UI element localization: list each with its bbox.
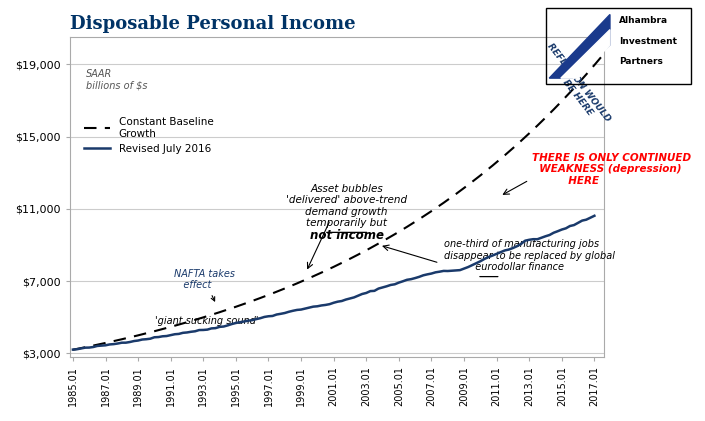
- Text: NAFTA takes
   effect: NAFTA takes effect: [174, 269, 235, 301]
- Text: THERE IS ONLY CONTINUED
  WEAKNESS (depression)
          HERE: THERE IS ONLY CONTINUED WEAKNESS (depres…: [532, 152, 692, 186]
- Text: Asset bubbles
'delivered' above-trend
demand growth
temporarily but: Asset bubbles 'delivered' above-trend de…: [286, 184, 407, 229]
- Text: Disposable Personal Income: Disposable Personal Income: [70, 15, 355, 33]
- Text: Investment: Investment: [619, 37, 677, 46]
- Legend: Constant Baseline
Growth, Revised July 2016: Constant Baseline Growth, Revised July 2…: [80, 113, 218, 158]
- Polygon shape: [549, 14, 610, 78]
- Text: 'giant sucking sound': 'giant sucking sound': [155, 317, 258, 326]
- Polygon shape: [561, 29, 610, 78]
- Text: one-third of manufacturing jobs
disappear to be replaced by global
          eur: one-third of manufacturing jobs disappea…: [444, 239, 615, 272]
- Text: not income: not income: [309, 229, 384, 242]
- Text: REFLATION WOULD
       BE HERE: REFLATION WOULD BE HERE: [537, 42, 612, 130]
- Text: Partners: Partners: [619, 57, 663, 66]
- Text: SAAR
billions of $s: SAAR billions of $s: [86, 69, 147, 91]
- Text: Alhambra: Alhambra: [619, 16, 668, 25]
